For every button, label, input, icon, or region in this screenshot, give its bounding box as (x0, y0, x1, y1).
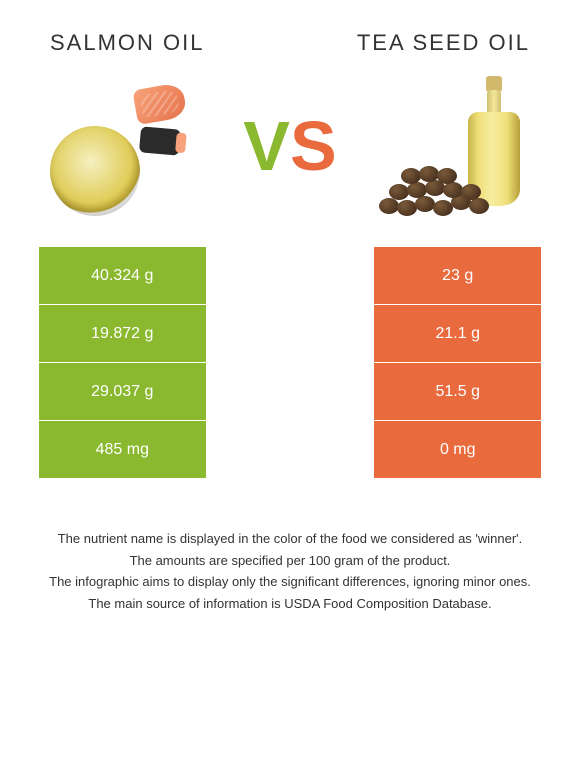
table-row: 40.324 g Polyunsaturated fat 23 g (39, 247, 542, 305)
tea-seeds-icon (375, 161, 495, 216)
vs-v: V (243, 107, 290, 185)
nutrient-label: Cholesterol (206, 421, 374, 479)
left-value: 40.324 g (39, 247, 207, 305)
footnote-line: The amounts are specified per 100 gram o… (40, 551, 540, 571)
nutrient-label: Monounsaturated Fat (206, 363, 374, 421)
footnote-line: The main source of information is USDA F… (40, 594, 540, 614)
table-row: 485 mg Cholesterol 0 mg (39, 421, 542, 479)
comparison-table-body: 40.324 g Polyunsaturated fat 23 g 19.872… (39, 247, 542, 479)
right-title: TEA SEED OIL (357, 30, 530, 56)
salmon-icon (132, 82, 187, 125)
header: SALMON OIL TEA SEED OIL (0, 0, 580, 66)
right-product-image (380, 76, 530, 216)
left-value: 29.037 g (39, 363, 207, 421)
left-product-image (50, 76, 200, 216)
table-row: 19.872 g Saturated Fat 21.1 g (39, 305, 542, 363)
right-value: 0 mg (374, 421, 542, 479)
nutrient-label: Saturated Fat (206, 305, 374, 363)
right-value: 51.5 g (374, 363, 542, 421)
footnote-line: The nutrient name is displayed in the co… (40, 529, 540, 549)
left-value: 485 mg (39, 421, 207, 479)
left-value: 19.872 g (39, 305, 207, 363)
right-value: 21.1 g (374, 305, 542, 363)
oil-bowl-icon (50, 126, 140, 216)
comparison-table: 40.324 g Polyunsaturated fat 23 g 19.872… (38, 246, 542, 479)
right-value: 23 g (374, 247, 542, 305)
salmon-skin-icon (139, 126, 181, 155)
footnote-line: The infographic aims to display only the… (40, 572, 540, 592)
left-title: SALMON OIL (50, 30, 204, 56)
vs-s: S (290, 107, 337, 185)
vs-label: VS (243, 111, 336, 181)
footnotes: The nutrient name is displayed in the co… (40, 529, 540, 613)
images-row: VS (0, 66, 580, 246)
table-row: 29.037 g Monounsaturated Fat 51.5 g (39, 363, 542, 421)
nutrient-label: Polyunsaturated fat (206, 247, 374, 305)
